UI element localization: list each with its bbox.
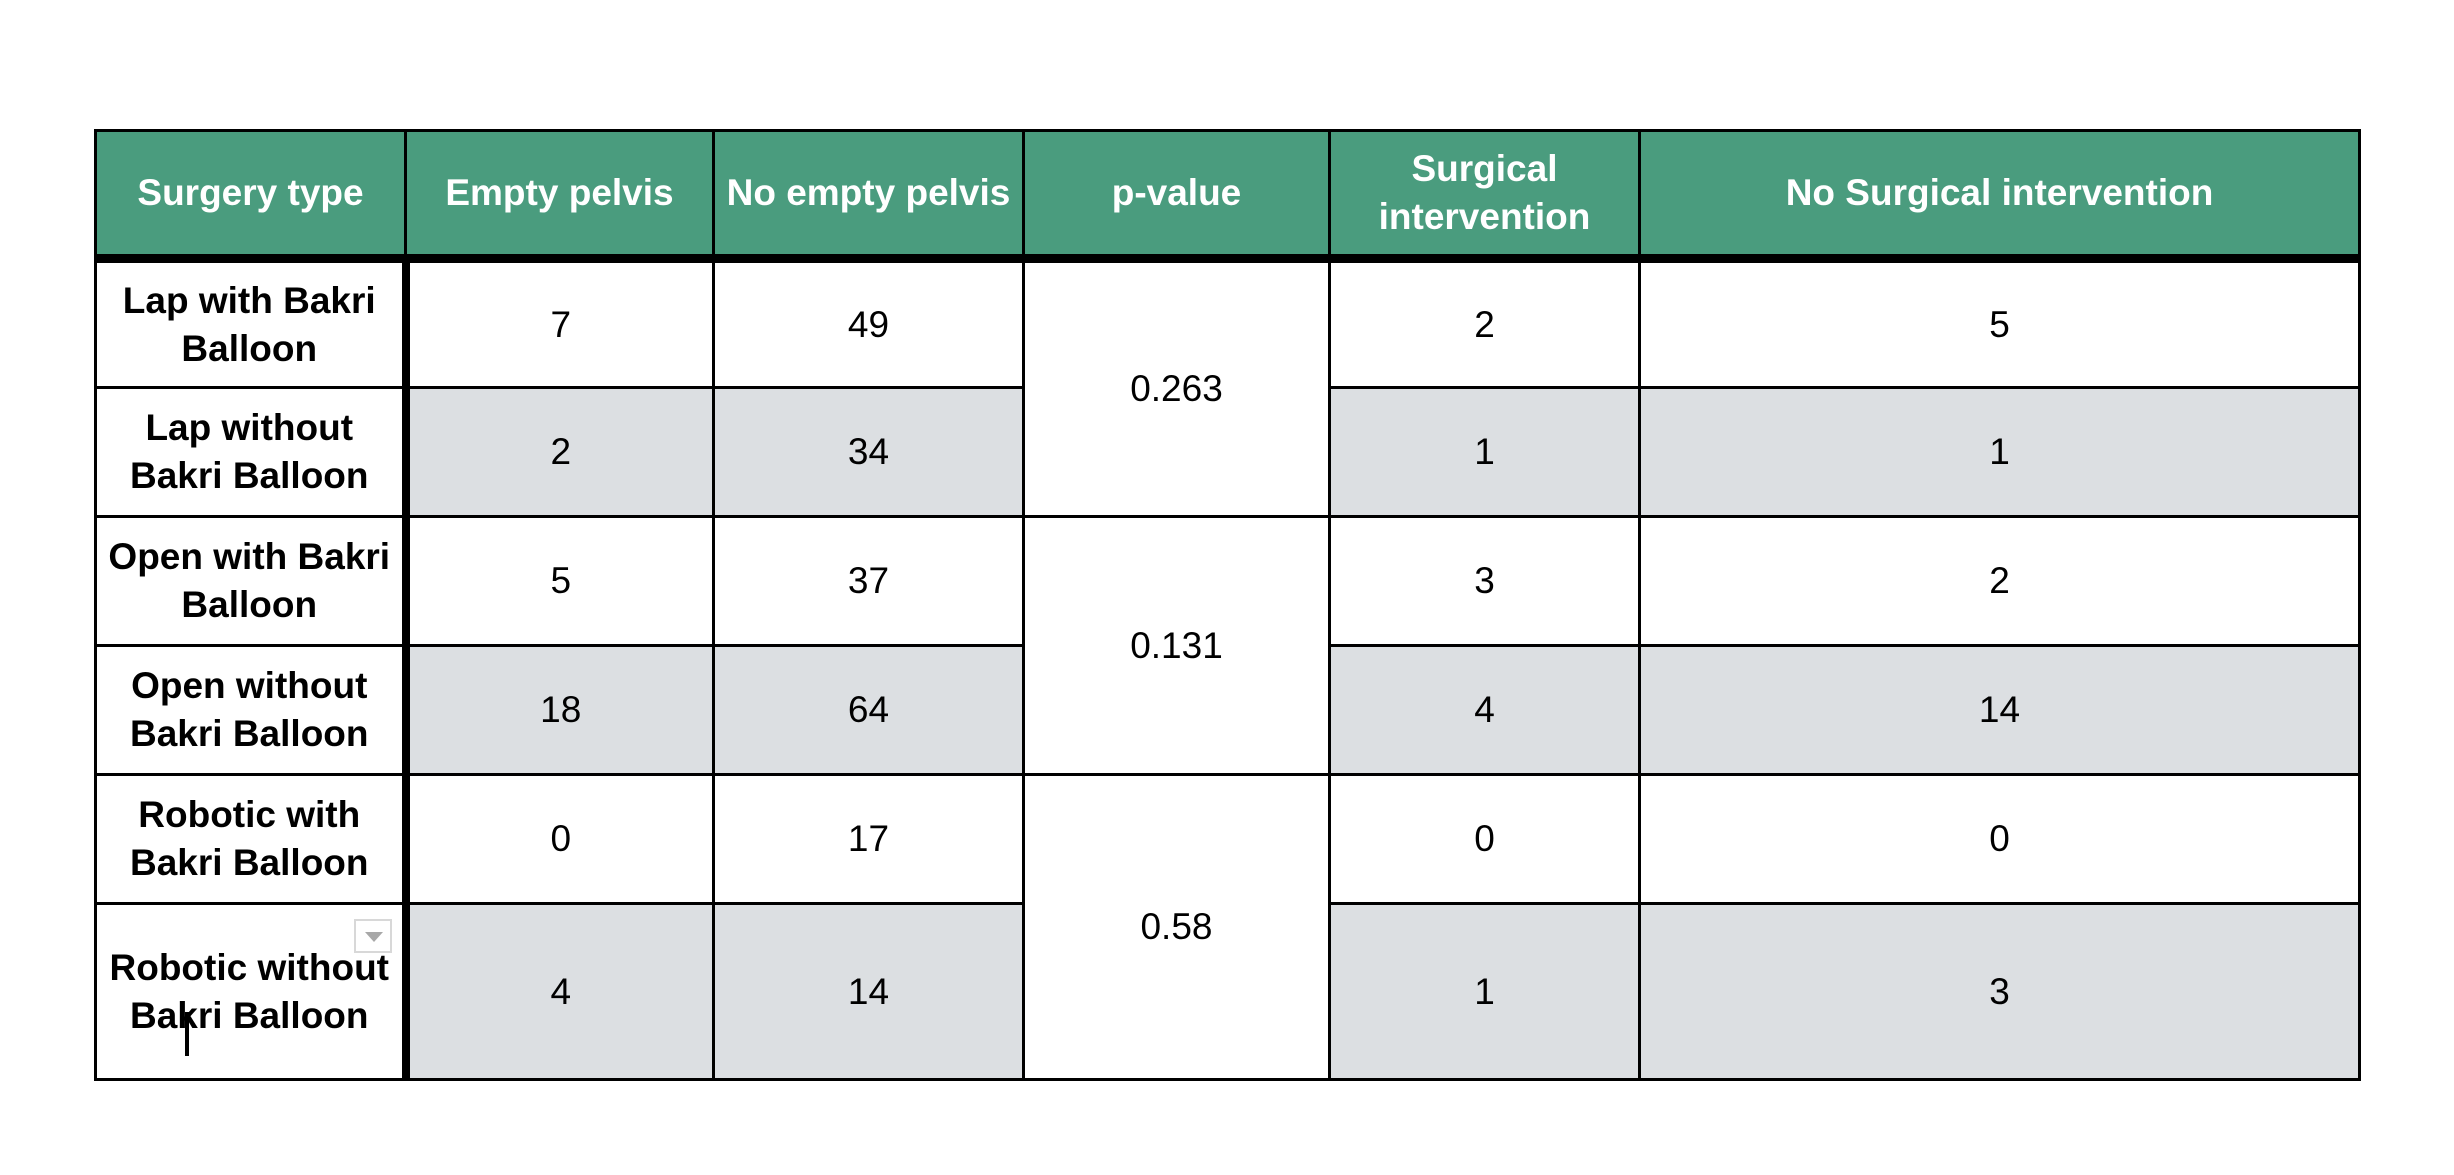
surgery-type-label: Robotic without Bakri Balloon: [109, 946, 390, 1036]
no-empty-pelvis-cell[interactable]: 34: [712, 386, 1025, 518]
empty-pelvis-cell[interactable]: 0: [404, 773, 715, 905]
header-row: Surgery type Empty pelvis No empty pelvi…: [94, 129, 2361, 263]
surgery-type-cell[interactable]: Open without Bakri Balloon: [94, 644, 410, 776]
no-empty-pelvis-cell[interactable]: 37: [712, 515, 1025, 647]
header-surgery-type[interactable]: Surgery type: [94, 129, 407, 263]
empty-pelvis-cell[interactable]: 4: [404, 902, 715, 1081]
empty-pelvis-cell[interactable]: 18: [404, 644, 715, 776]
no-surgical-intervention-cell[interactable]: 2: [1638, 515, 2361, 647]
no-empty-pelvis-cell[interactable]: 14: [712, 902, 1025, 1081]
empty-pelvis-cell[interactable]: 5: [404, 515, 715, 647]
header-p-value[interactable]: p-value: [1022, 129, 1331, 263]
chevron-down-icon[interactable]: [353, 919, 392, 953]
table-row: Open with Bakri Balloon 5 37 0.131 3 2: [94, 515, 2361, 776]
table-row: Lap with Bakri Balloon 7 49 0.263 2 5: [94, 257, 2361, 518]
no-surgical-intervention-cell[interactable]: 3: [1638, 902, 2361, 1081]
no-surgical-intervention-cell[interactable]: 0: [1638, 773, 2361, 905]
table-row: Open without Bakri Balloon 18 64 4 14: [94, 644, 2361, 776]
table-header: Surgery type Empty pelvis No empty pelvi…: [94, 129, 2361, 263]
empty-pelvis-cell[interactable]: 2: [404, 386, 715, 518]
surgical-intervention-cell[interactable]: 3: [1328, 515, 1641, 647]
header-empty-pelvis[interactable]: Empty pelvis: [404, 129, 715, 263]
surgical-intervention-cell[interactable]: 2: [1328, 257, 1641, 389]
surgery-type-cell-selected[interactable]: Robotic without Bakri Balloon: [94, 902, 410, 1081]
table-row: Robotic with Bakri Balloon 0 17 0.58 0 0: [94, 773, 2361, 1081]
table-row: Lap without Bakri Balloon 2 34 1 1: [94, 386, 2361, 518]
surgery-type-cell[interactable]: Lap with Bakri Balloon: [94, 257, 410, 389]
surgical-intervention-cell[interactable]: 4: [1328, 644, 1641, 776]
surgical-intervention-cell[interactable]: 1: [1328, 902, 1641, 1081]
no-surgical-intervention-cell[interactable]: 5: [1638, 257, 2361, 389]
p-value-cell[interactable]: 0.263: [1022, 257, 1331, 518]
table-row: Robotic without Bakri Balloon 4 14 1 3: [94, 902, 2361, 1081]
header-no-surgical-intervention[interactable]: No Surgical intervention: [1638, 129, 2361, 263]
header-no-empty-pelvis[interactable]: No empty pelvis: [712, 129, 1025, 263]
table-body: Lap with Bakri Balloon 7 49 0.263 2 5 La…: [94, 257, 2361, 1081]
p-value-cell[interactable]: 0.131: [1022, 515, 1331, 776]
text-cursor: [185, 1012, 189, 1056]
p-value-cell[interactable]: 0.58: [1022, 773, 1331, 1081]
no-surgical-intervention-cell[interactable]: 14: [1638, 644, 2361, 776]
empty-pelvis-cell[interactable]: 7: [404, 257, 715, 389]
surgery-type-cell[interactable]: Lap without Bakri Balloon: [94, 386, 410, 518]
no-surgical-intervention-cell[interactable]: 1: [1638, 386, 2361, 518]
surgical-intervention-cell[interactable]: 1: [1328, 386, 1641, 518]
header-surgical-intervention[interactable]: Surgical intervention: [1328, 129, 1641, 263]
surgery-type-cell[interactable]: Robotic with Bakri Balloon: [94, 773, 410, 905]
surgical-intervention-cell[interactable]: 0: [1328, 773, 1641, 905]
surgery-outcomes-table: Surgery type Empty pelvis No empty pelvi…: [94, 129, 2361, 1081]
no-empty-pelvis-cell[interactable]: 64: [712, 644, 1025, 776]
no-empty-pelvis-cell[interactable]: 49: [712, 257, 1025, 389]
no-empty-pelvis-cell[interactable]: 17: [712, 773, 1025, 905]
surgery-type-cell[interactable]: Open with Bakri Balloon: [94, 515, 410, 647]
